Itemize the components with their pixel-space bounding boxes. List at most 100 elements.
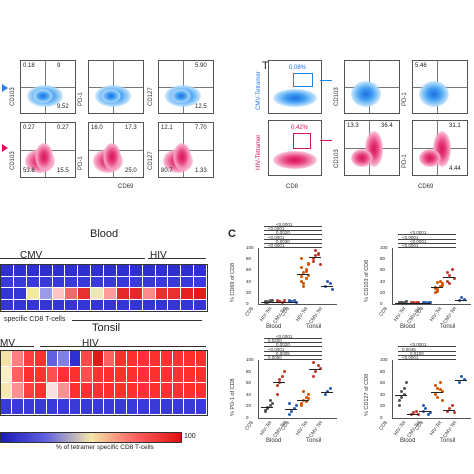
blood-heatmap-cell bbox=[104, 265, 117, 277]
blood-heatmap-cell bbox=[194, 276, 207, 288]
panel-c-ytick-0: 100 bbox=[246, 245, 254, 250]
panel-c-ytick-3: 0 bbox=[380, 415, 383, 420]
tonsil-heatmap-cell bbox=[1, 367, 13, 383]
blood-heatmap-cell bbox=[142, 265, 156, 277]
blood-heatmap-cell bbox=[13, 276, 27, 288]
blood-heatmap-cell bbox=[116, 299, 130, 311]
blood-heatmap-cell bbox=[1, 299, 14, 311]
panel-c-mean-line bbox=[419, 303, 432, 305]
panel-c-point bbox=[290, 300, 294, 304]
panel-c-sig-bracket-0 bbox=[264, 238, 322, 240]
panel-c-point bbox=[276, 384, 280, 388]
blood-hiv-plot-1-cell-cluster bbox=[103, 143, 121, 171]
tonsil-cmv-subplot-0-y-label: CD103 bbox=[334, 87, 340, 106]
tonsil-heatmap-cell bbox=[12, 351, 24, 367]
blood-x-label: CD69 bbox=[118, 184, 134, 190]
blood-heatmap-cell bbox=[13, 299, 27, 311]
panel-c-xtick-3: CD8 bbox=[378, 420, 390, 432]
panel-c-point bbox=[414, 410, 418, 414]
blood-heatmap-cell bbox=[168, 276, 182, 288]
tonsil-heatmap-cell bbox=[184, 383, 196, 399]
panel-c-point bbox=[438, 388, 442, 392]
tonsil-heatmap-cell bbox=[1, 399, 13, 415]
panel-c-mean-line bbox=[395, 303, 408, 305]
tonsil-heatmap-cell bbox=[149, 351, 162, 367]
panel-c-pvalue-2: 0.0050 bbox=[268, 355, 282, 360]
tonsil-heatmap-cell bbox=[12, 399, 24, 415]
color-scale-bar bbox=[0, 432, 182, 443]
tonsil-heatmap-cell bbox=[69, 383, 82, 399]
blood-heatmap-cell bbox=[104, 288, 117, 300]
blood-cmv-plot-1 bbox=[88, 60, 144, 114]
panel-c-point bbox=[318, 262, 322, 266]
tonsil-x-label: CD8 bbox=[286, 184, 299, 190]
panel-c-mean-line bbox=[261, 407, 274, 409]
panel-c-point bbox=[448, 282, 452, 286]
blood-hiv-plot-2-quadrant-value: 12.1 bbox=[161, 125, 173, 131]
panel-c-point bbox=[426, 413, 430, 417]
tonsil-hiv-tetramer-plot: 0.42% bbox=[268, 120, 322, 176]
tonsil-hiv-subplot-1-cell-cluster bbox=[419, 149, 441, 167]
panel-c-scatter-0 bbox=[258, 248, 337, 305]
panel-c-sig-bracket-0 bbox=[264, 247, 322, 248]
panel-c-sig-bracket-2 bbox=[264, 346, 322, 348]
panel-c-pvalue-3: <0.0001 bbox=[402, 355, 419, 360]
panel-c-mean-line bbox=[431, 287, 444, 289]
panel-c-pvalue-3: 0.0100 bbox=[410, 350, 424, 356]
panel-c-point bbox=[304, 399, 308, 403]
blood-cmv-plot-0-cell-cluster bbox=[33, 89, 53, 103]
panel-c-point bbox=[304, 269, 308, 273]
tonsil-heatmap-cell bbox=[58, 351, 70, 367]
panel-c-group-blood-3: Blood bbox=[400, 438, 416, 444]
panel-c-group-blood-2: Blood bbox=[266, 438, 282, 444]
blood-hiv-plot-1: 16.0 17.3 25.0 bbox=[88, 122, 144, 178]
panel-c-point bbox=[288, 413, 292, 417]
panel-c-ytick-0: 60 bbox=[246, 267, 252, 273]
panel-c-point bbox=[292, 407, 296, 411]
tonsil-heatmap-cell bbox=[184, 367, 196, 383]
panel-c-point bbox=[460, 296, 464, 300]
panel-c-ytick-3: 40 bbox=[380, 391, 386, 397]
tonsil-cmv-subplot-1: 5.46 bbox=[412, 60, 468, 114]
panel-c-point bbox=[426, 300, 430, 304]
blood-heatmap-cell bbox=[91, 276, 104, 288]
blood-heatmap-cell bbox=[52, 276, 66, 288]
panel-c-point bbox=[276, 298, 280, 302]
tonsil-cmv-cluster bbox=[273, 89, 317, 107]
panel-c-mean-line bbox=[395, 394, 408, 396]
blood-heatmap-cell bbox=[104, 276, 117, 288]
blood-heatmap-cell bbox=[26, 276, 40, 288]
blood-hiv-plot-1-quadrant-value: 25.0 bbox=[125, 168, 137, 174]
panel-c-ytick-2: 100 bbox=[246, 357, 254, 362]
tonsil-hiv-subplot-0: 13.3 36.4 bbox=[344, 120, 400, 176]
blood-heatmap-cell bbox=[155, 265, 169, 277]
panel-c-point bbox=[282, 369, 286, 373]
panel-c-point bbox=[306, 261, 310, 265]
panel-c-ytick-0: 80 bbox=[246, 256, 252, 262]
panel-c-ylabel-0: % CD69 of CD8 bbox=[230, 262, 236, 302]
tonsil-heatmap-cell bbox=[46, 351, 59, 367]
blood-heatmap-cell bbox=[1, 288, 14, 300]
panel-c-xtick-1: CMV-Tet bbox=[442, 306, 459, 326]
tonsil-heatmap-cell bbox=[23, 399, 36, 415]
blood-heatmap-cell bbox=[65, 276, 79, 288]
panel-c-point bbox=[434, 287, 438, 291]
panel-c-sig-bracket-3 bbox=[398, 346, 456, 348]
panel-c-point bbox=[306, 274, 310, 277]
tonsil-heatmap-cell bbox=[58, 399, 70, 415]
panel-c-point bbox=[400, 301, 404, 305]
blood-heatmap-cell bbox=[181, 276, 195, 288]
tonsil-hiv-subplot-0-quadrant-value: 36.4 bbox=[381, 123, 393, 129]
tonsil-hiv-gate bbox=[293, 133, 311, 149]
panel-c-point bbox=[300, 257, 304, 261]
panel-c-ytick-2: 60 bbox=[246, 380, 252, 386]
panel-c-point bbox=[314, 254, 318, 258]
tonsil-heatmap-cell bbox=[35, 351, 47, 367]
panel-c-point bbox=[288, 298, 292, 302]
blood-heatmap-cell bbox=[65, 265, 79, 277]
panel-c-point bbox=[446, 271, 450, 275]
panel-c-sig-bracket-3 bbox=[398, 354, 456, 356]
blood-heatmap-cell bbox=[78, 288, 92, 300]
panel-c-sig-bracket-2 bbox=[264, 359, 322, 360]
panel-c-point bbox=[398, 404, 402, 408]
